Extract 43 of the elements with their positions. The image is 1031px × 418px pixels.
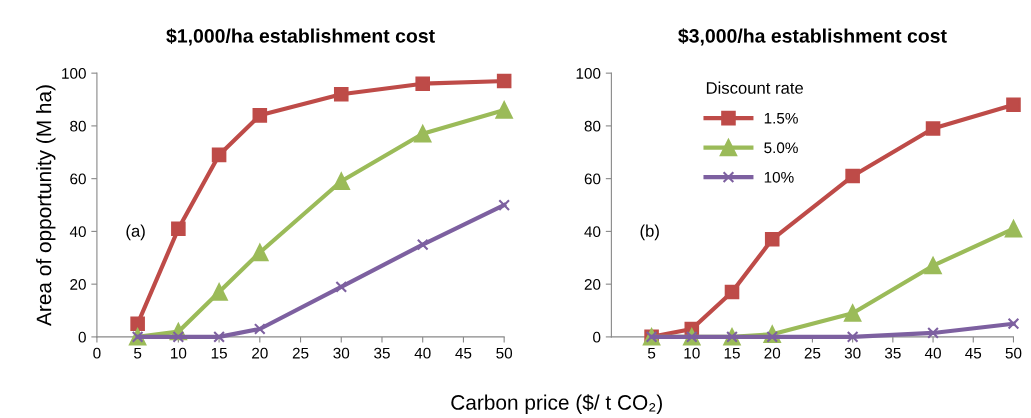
x-tick-label: 30	[333, 347, 350, 359]
x-tick-label: 40	[414, 347, 431, 359]
y-tick-label: 0	[78, 331, 86, 343]
x-tick-label: 40	[924, 347, 941, 359]
y-tick-label: 40	[69, 226, 86, 238]
y-tick-label: 60	[584, 173, 601, 185]
y-tick-label: 100	[62, 68, 86, 79]
x-tick-label: 50	[496, 347, 513, 359]
x-tick-label: 35	[374, 347, 390, 359]
x-tick-label: 5	[647, 347, 656, 359]
annotation: (a)	[126, 224, 145, 241]
y-axis-title: Area of opportunity (M ha)	[36, 85, 56, 326]
annotation: (b)	[640, 224, 659, 241]
x-tick-label: 20	[252, 347, 268, 359]
x-tick-label: 45	[965, 347, 982, 359]
y-tick-label: 80	[70, 120, 86, 132]
legend-label: 1.5%	[764, 112, 798, 124]
y-tick-label: 100	[576, 68, 601, 79]
y-tick-label: 0	[593, 331, 601, 343]
y-tick-label: 80	[584, 120, 601, 132]
x-tick-label: 45	[455, 347, 472, 359]
legend-label: 5.0%	[764, 142, 798, 154]
x-tick-label: 5	[134, 347, 142, 359]
chart-title: $3,000/ha establishment cost	[678, 28, 947, 46]
x-tick-label: 30	[844, 347, 861, 359]
x-tick-label: 15	[724, 347, 740, 359]
x-tick-label: 50	[1005, 347, 1022, 359]
x-tick-label: 0	[93, 347, 101, 359]
x-tick-label: 20	[764, 347, 781, 359]
y-tick-label: 40	[584, 226, 601, 238]
x-axis-title: Carbon price ($/ t CO₂)	[451, 394, 662, 414]
x-tick-label: 35	[884, 347, 901, 359]
y-tick-label: 60	[70, 173, 86, 185]
x-tick-label: 15	[211, 347, 227, 359]
x-tick-label: 25	[292, 347, 309, 359]
y-tick-label: 20	[584, 279, 601, 290]
x-tick-label: 10	[684, 347, 700, 359]
chart-title: $1,000/ha establishment cost	[166, 28, 435, 46]
y-tick-label: 20	[70, 279, 86, 290]
x-tick-label: 10	[171, 347, 187, 359]
x-tick-label: 25	[804, 347, 821, 359]
legend-label: 10%	[764, 171, 794, 183]
legend-title: Discount rate	[706, 81, 803, 94]
